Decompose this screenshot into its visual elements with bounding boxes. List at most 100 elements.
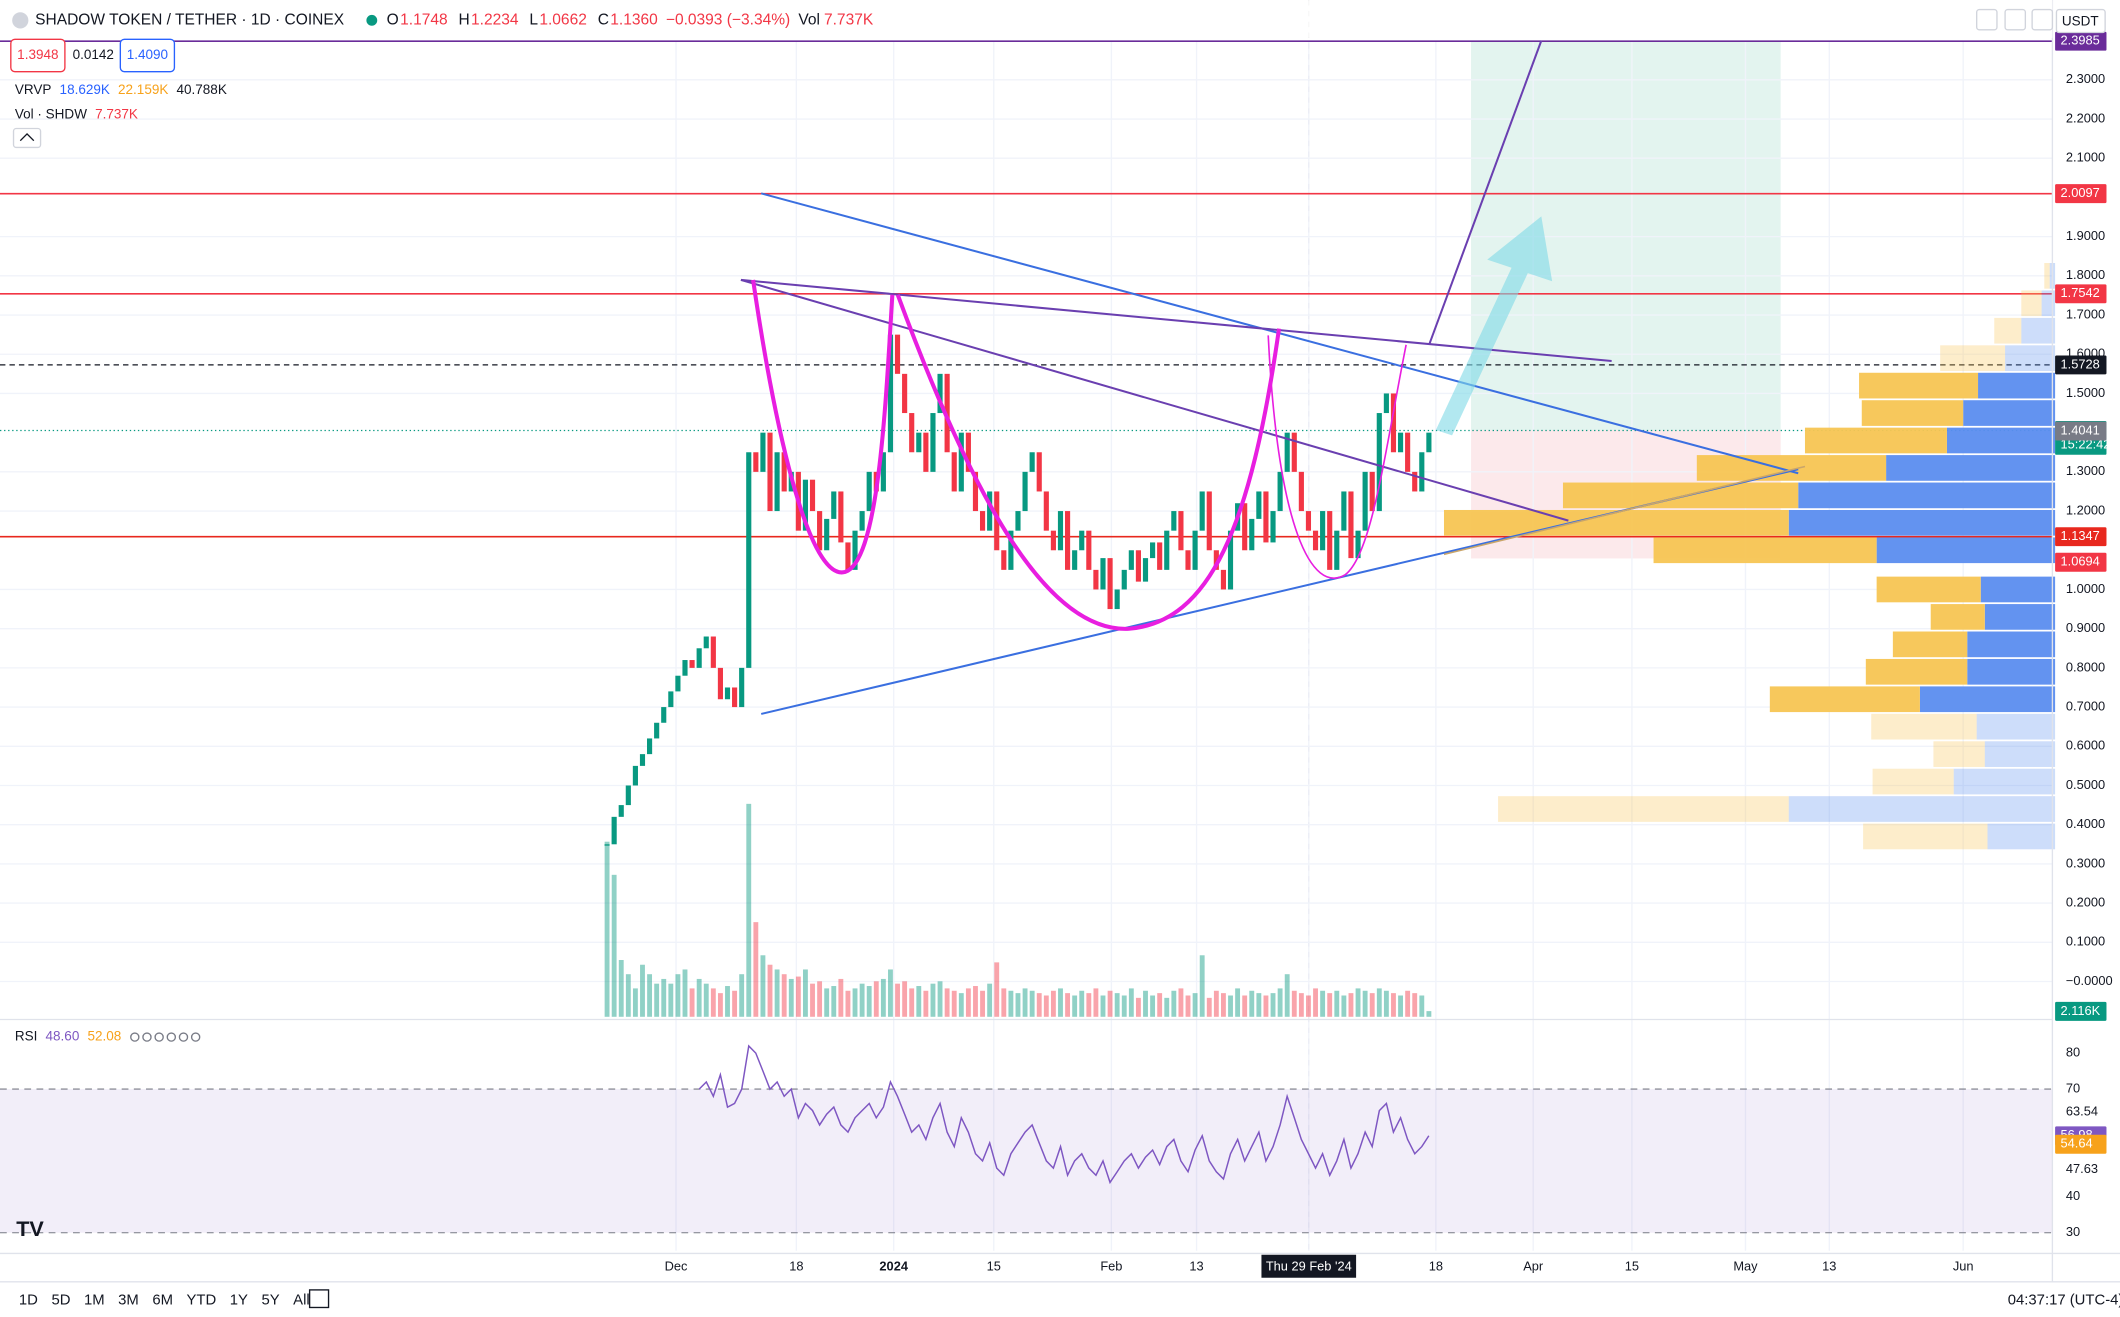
crosshair-label-bg	[1261, 1254, 1357, 1278]
volume-bar	[725, 986, 730, 1017]
rsi-tick-label: 40	[2066, 1188, 2080, 1203]
vp-down	[2044, 262, 2050, 289]
volume-bar	[1313, 988, 1318, 1017]
volume-bar	[640, 964, 645, 1017]
legend-icon	[166, 1032, 177, 1042]
x-tick-label: 13	[1189, 1258, 1203, 1273]
volume-bar	[696, 978, 702, 1017]
candle-body	[1128, 550, 1134, 570]
trendline	[740, 278, 1569, 522]
range-button[interactable]: All	[293, 1293, 310, 1309]
volume-bar	[994, 962, 1000, 1017]
level-label-bg	[2055, 355, 2107, 375]
range-button[interactable]: 3M	[118, 1293, 139, 1309]
collapse-button[interactable]	[12, 127, 42, 149]
candle-body	[1220, 569, 1227, 590]
volume-bar	[1206, 997, 1212, 1017]
indicator-value: 7.737K	[95, 107, 138, 122]
range-button[interactable]: 1D	[19, 1293, 38, 1309]
volume-bar	[965, 988, 971, 1017]
volume-bar	[717, 993, 723, 1017]
volume-bar	[781, 974, 787, 1017]
candle-body	[1341, 491, 1347, 531]
level-label: 1.4041	[2061, 422, 2100, 437]
volume-bar	[895, 983, 900, 1017]
currency-button[interactable]	[2055, 8, 2106, 34]
range-button[interactable]: YTD	[186, 1293, 216, 1309]
volume-bar	[1405, 990, 1411, 1017]
volume-bar	[1022, 988, 1028, 1017]
level-label-bg	[2055, 527, 2107, 547]
candle-body	[604, 844, 610, 846]
level-label: 1.7542	[2061, 285, 2100, 300]
volume-label: 2.116K	[2061, 1003, 2101, 1018]
volume-bar	[1043, 995, 1049, 1017]
volume-bar	[668, 983, 674, 1017]
candle-body	[1242, 503, 1248, 551]
level-label-bg	[2055, 421, 2107, 441]
calendar-icon[interactable]	[308, 1289, 330, 1309]
vp-down	[1498, 796, 1789, 822]
volume-bar	[739, 974, 745, 1017]
volume-bar	[1419, 995, 1425, 1017]
candle-body	[1043, 491, 1049, 531]
range-button[interactable]: 1M	[84, 1293, 105, 1309]
candle-body	[1362, 471, 1368, 531]
range-button[interactable]: 5Y	[261, 1293, 279, 1309]
rsi-line	[698, 1044, 1430, 1185]
candle-body	[781, 452, 787, 492]
range-button[interactable]: 6M	[152, 1293, 173, 1309]
price-axis: 2.30002.20002.10001.90001.80001.70001.60…	[2051, 0, 2113, 1282]
volume-bar	[845, 990, 851, 1017]
icon-button[interactable]	[2004, 8, 2027, 31]
vp-up	[1987, 823, 2056, 850]
volume-bar	[1143, 990, 1148, 1017]
y-tick-label: 0.3000	[2066, 855, 2105, 870]
vp-up	[1978, 372, 2056, 399]
candle-body	[1270, 511, 1276, 543]
vp-down	[1443, 509, 1789, 536]
candle-body	[1050, 530, 1056, 551]
icon-button[interactable]	[1976, 8, 1998, 31]
volume-bar	[774, 969, 780, 1017]
volume-bar	[1284, 974, 1290, 1017]
candle-body	[1029, 452, 1035, 472]
volume-bar	[795, 976, 801, 1017]
volume-bar	[661, 978, 667, 1017]
symbol-title: SHADOW TOKEN / TETHER · 1D · COINEX	[35, 11, 345, 28]
candle-body	[958, 432, 964, 492]
buy-button[interactable]	[119, 38, 176, 73]
indicator-value: 18.629K	[60, 82, 110, 97]
candle-body	[1157, 542, 1163, 570]
indicator-name: VRVP	[15, 82, 52, 97]
vp-up	[1984, 604, 2056, 630]
candle-body	[732, 687, 738, 708]
sell-button[interactable]	[10, 38, 66, 73]
volume-bar	[1086, 993, 1092, 1017]
trendline	[740, 278, 1612, 363]
y-tick-label: 1.2000	[2066, 502, 2105, 517]
candle-body	[1327, 511, 1333, 570]
indicator-value: 22.159K	[118, 82, 168, 97]
icon-button[interactable]	[2031, 8, 2054, 31]
candle-body	[1249, 518, 1255, 551]
volume-bar	[1235, 988, 1241, 1017]
candle-body	[1206, 491, 1212, 551]
level-label: 1.5728	[2061, 356, 2100, 371]
candle-body	[1135, 550, 1141, 582]
range-button[interactable]: 5D	[51, 1293, 70, 1309]
indicator-name: Vol · SHDW	[15, 107, 87, 122]
volume-bar	[1334, 990, 1340, 1017]
volume-bar	[951, 990, 957, 1017]
volume-bar	[1185, 995, 1191, 1017]
range-button[interactable]: 1Y	[230, 1293, 248, 1309]
volume-bar	[1050, 990, 1056, 1017]
candle-body	[1320, 511, 1326, 551]
vp-down	[1653, 537, 1877, 564]
rsi-band	[0, 1089, 2053, 1233]
level-label-bg	[2055, 184, 2107, 204]
candle-body	[696, 648, 702, 668]
candle-body	[618, 805, 624, 817]
candle-body	[887, 334, 894, 453]
